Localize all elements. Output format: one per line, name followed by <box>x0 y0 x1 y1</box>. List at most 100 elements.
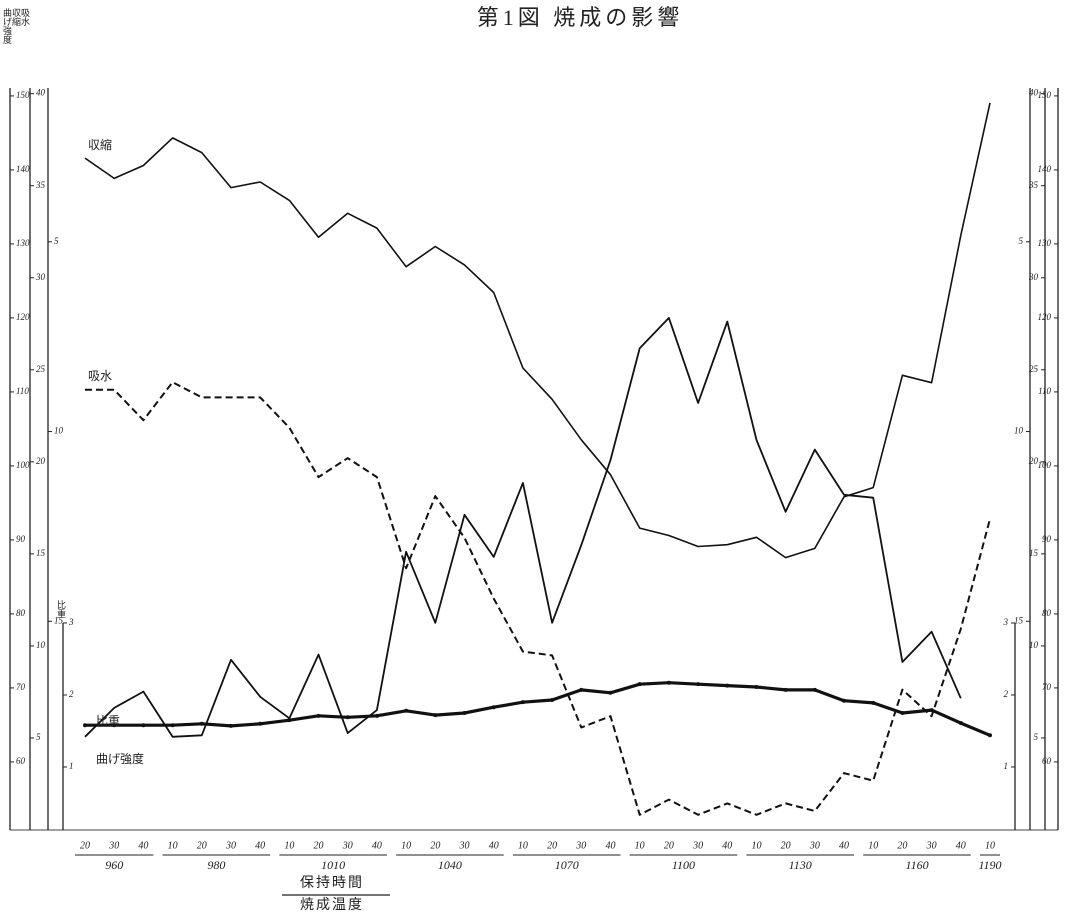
point <box>579 687 584 692</box>
x-tick-label: 30 <box>926 840 937 851</box>
point <box>550 698 555 703</box>
point <box>871 700 876 705</box>
x-tick-label: 20 <box>664 840 674 851</box>
series-line <box>85 381 991 816</box>
series-line <box>84 102 991 559</box>
x-group-label: 1100 <box>672 858 695 872</box>
x-group-label: 1130 <box>789 858 812 872</box>
y-tick-label: 10 <box>1029 640 1039 650</box>
y-tick-label: 35 <box>1028 180 1039 190</box>
point <box>404 708 409 713</box>
x-tick-label: 10 <box>751 840 761 851</box>
y-tick-label: 120 <box>16 312 30 322</box>
x-tick-label: 20 <box>547 840 557 851</box>
point <box>520 700 525 705</box>
point <box>141 723 146 728</box>
point <box>287 718 292 723</box>
point <box>258 721 263 726</box>
point <box>83 723 87 728</box>
point <box>491 705 496 710</box>
y-tick-label: 10 <box>1014 426 1024 436</box>
y-tick-label: 5 <box>54 236 59 246</box>
x-group-label: 1190 <box>978 858 1001 872</box>
x-group-label: 1160 <box>905 858 928 872</box>
y-tick-label: 15 <box>1029 548 1039 558</box>
y-tick-label: 3 <box>1003 617 1009 627</box>
point <box>374 713 379 718</box>
point <box>345 715 350 720</box>
y-tick-label: 25 <box>1029 364 1039 374</box>
y-tick-label: 60 <box>16 756 26 766</box>
y-tick-label: 30 <box>35 272 46 282</box>
axis-name: 曲げ強度 <box>2 8 12 45</box>
x-tick-label: 40 <box>372 840 382 851</box>
point <box>754 685 759 690</box>
y-tick-label: 5 <box>1019 236 1024 246</box>
series-label: 収縮 <box>88 137 112 152</box>
x-group-label: 1070 <box>555 858 579 872</box>
x-tick-label: 30 <box>459 840 470 851</box>
y-tick-label: 140 <box>16 164 30 174</box>
point <box>900 710 905 715</box>
x-tick-label: 20 <box>80 840 90 851</box>
x-tick-label: 20 <box>430 840 440 851</box>
y-tick-label: 1 <box>69 761 74 771</box>
x-group-label: 980 <box>207 858 225 872</box>
x-tick-label: 30 <box>108 840 119 851</box>
point <box>228 723 233 728</box>
x-tick-label: 20 <box>197 840 207 851</box>
x-tick-label: 40 <box>255 840 265 851</box>
point <box>637 682 642 687</box>
point <box>929 708 934 713</box>
y-tick-label: 5 <box>1034 732 1039 742</box>
y-tick-label: 40 <box>1029 88 1039 98</box>
y-tick-label: 90 <box>1042 534 1052 544</box>
y-tick-label: 20 <box>1029 456 1039 466</box>
point <box>988 733 992 738</box>
x-group-label: 1040 <box>438 858 462 872</box>
point <box>433 713 438 718</box>
series-label: 吸水 <box>88 369 112 383</box>
point <box>812 687 817 692</box>
y-tick-label: 80 <box>1042 608 1052 618</box>
series-label: 曲げ強度 <box>96 751 144 766</box>
series-label: 比重 <box>96 714 120 728</box>
x-tick-label: 40 <box>956 840 966 851</box>
y-tick-label: 10 <box>36 640 46 650</box>
x-tick-label: 10 <box>635 840 645 851</box>
point <box>725 683 730 688</box>
x-tick-label: 40 <box>839 840 849 851</box>
axis-name: 吸水 <box>20 8 30 26</box>
point <box>170 723 175 728</box>
x-tick-label: 40 <box>489 840 499 851</box>
x-tick-label: 30 <box>809 840 820 851</box>
x-axis-title: 保持時間 <box>300 875 364 891</box>
x-tick-label: 40 <box>138 840 148 851</box>
y-tick-label: 130 <box>16 238 30 248</box>
x-tick-label: 10 <box>518 840 528 851</box>
x-tick-label: 40 <box>605 840 615 851</box>
x-axis-title: 焼成温度 <box>300 897 364 913</box>
y-tick-label: 15 <box>1014 615 1024 625</box>
point <box>608 690 613 695</box>
y-tick-label: 1 <box>1004 761 1009 771</box>
y-tick-label: 80 <box>16 608 26 618</box>
x-tick-label: 20 <box>897 840 907 851</box>
y-tick-label: 150 <box>16 90 30 100</box>
point <box>666 680 671 685</box>
chart-title: 第1図 焼成の影響 <box>477 5 684 30</box>
y-tick-label: 25 <box>36 364 46 374</box>
x-tick-label: 10 <box>401 840 411 851</box>
x-group-label: 1010 <box>321 858 345 872</box>
point <box>696 682 701 687</box>
point <box>783 687 788 692</box>
x-tick-label: 30 <box>342 840 353 851</box>
y-tick-label: 100 <box>16 460 30 470</box>
x-tick-label: 10 <box>985 840 995 851</box>
y-tick-label: 15 <box>54 615 64 625</box>
x-tick-label: 10 <box>168 840 178 851</box>
y-tick-label: 5 <box>36 732 41 742</box>
y-tick-label: 15 <box>36 548 46 558</box>
x-tick-label: 30 <box>225 840 236 851</box>
